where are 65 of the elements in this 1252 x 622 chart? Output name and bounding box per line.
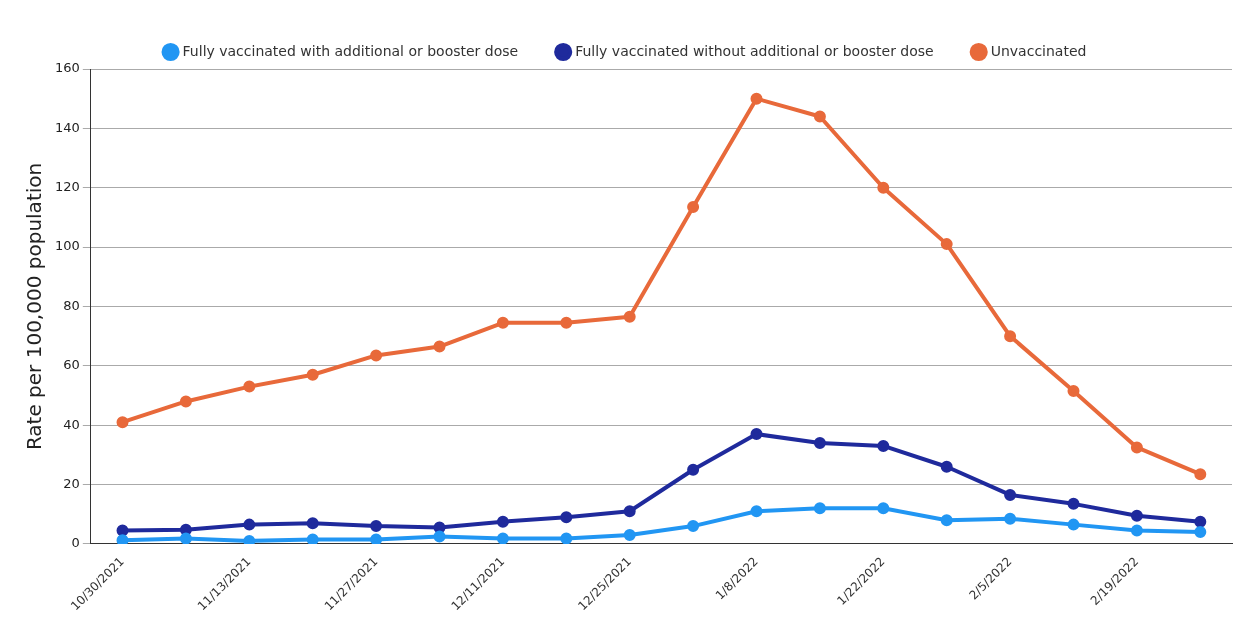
point [1067,385,1080,398]
point [813,110,826,123]
point [1067,497,1080,510]
point [496,316,509,329]
point [370,533,383,544]
point [116,534,129,544]
point [687,463,700,476]
y-tick-label: 160 [54,60,80,76]
point [179,532,192,544]
point [433,340,446,353]
y-tick-label: 120 [54,179,80,195]
point [243,380,256,393]
point [623,505,636,518]
y-tick-label: 60 [63,357,80,373]
y-tick-label: 20 [63,475,80,491]
point [813,436,826,449]
point [496,532,509,544]
point [433,530,446,543]
point [940,238,953,251]
point [940,460,953,473]
point [813,502,826,515]
point [1130,524,1143,537]
point [1130,441,1143,454]
y-tick-label: 140 [54,119,80,135]
point [1004,512,1017,525]
point [750,505,763,518]
point [687,201,700,214]
y-tick-label: 80 [63,297,80,313]
y-tick-label: 100 [54,238,80,254]
y-tick-label: 0 [71,535,80,551]
point [1194,526,1207,539]
point [1067,518,1080,531]
point [877,439,890,452]
point [623,310,636,323]
y-tick-label: 40 [63,416,80,432]
point [750,428,763,441]
legend-label: Fully vaccinated with additional or booster dose [182,42,519,59]
point [623,529,636,542]
legend-label: Unvaccinated [990,42,1087,59]
point [1004,488,1017,501]
point [560,511,573,524]
point [560,532,573,544]
point [370,520,383,533]
point [243,518,256,531]
point [877,502,890,515]
point [1130,509,1143,522]
point [940,514,953,527]
point [1194,468,1207,481]
legend-label: Fully vaccinated without additional or booster dose [575,42,934,59]
point [560,316,573,329]
point [306,533,319,544]
y-axis-title: Rate per 100,000 population [22,162,47,451]
point [877,181,890,194]
point [306,368,319,381]
point [750,92,763,105]
point [243,534,256,544]
point [306,517,319,530]
point [1194,515,1207,528]
point [370,349,383,362]
point [179,395,192,408]
point [496,515,509,528]
point [687,520,700,533]
point [116,416,129,429]
point [116,524,129,537]
point [1004,330,1017,343]
